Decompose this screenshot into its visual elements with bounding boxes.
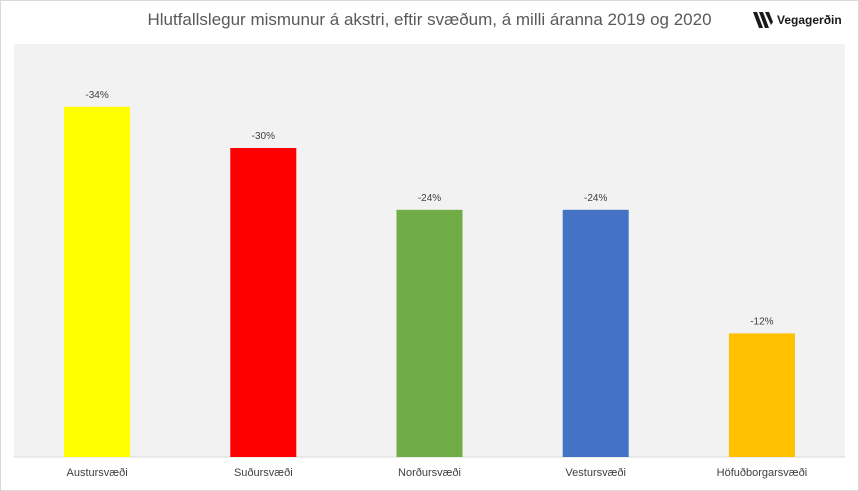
- bar-5: [728, 333, 795, 457]
- data-label-3: -24%: [418, 193, 441, 204]
- bar-2: [230, 148, 297, 457]
- bar-4: [562, 209, 629, 457]
- category-label-1: Austursvæði: [67, 467, 128, 479]
- vegagerdin-stripes-icon: [753, 12, 773, 28]
- bar-1: [64, 106, 131, 458]
- vegagerdin-logo: Vegagerðin: [752, 8, 842, 32]
- category-label-3: Norðursvæði: [398, 467, 461, 479]
- data-label-5: -12%: [750, 316, 773, 327]
- category-label-5: Höfuðborgarsvæði: [717, 467, 808, 479]
- data-label-1: -34%: [85, 90, 108, 101]
- data-label-2: -30%: [252, 131, 275, 142]
- category-label-2: Suðursvæði: [234, 467, 293, 479]
- category-label-4: Vestursvæði: [565, 467, 626, 479]
- logo-text: Vegagerðin: [777, 13, 842, 27]
- bar-3: [396, 209, 463, 457]
- data-label-4: -24%: [584, 193, 607, 204]
- chart-title: Hlutfallslegur mismunur á akstri, eftir …: [147, 10, 712, 29]
